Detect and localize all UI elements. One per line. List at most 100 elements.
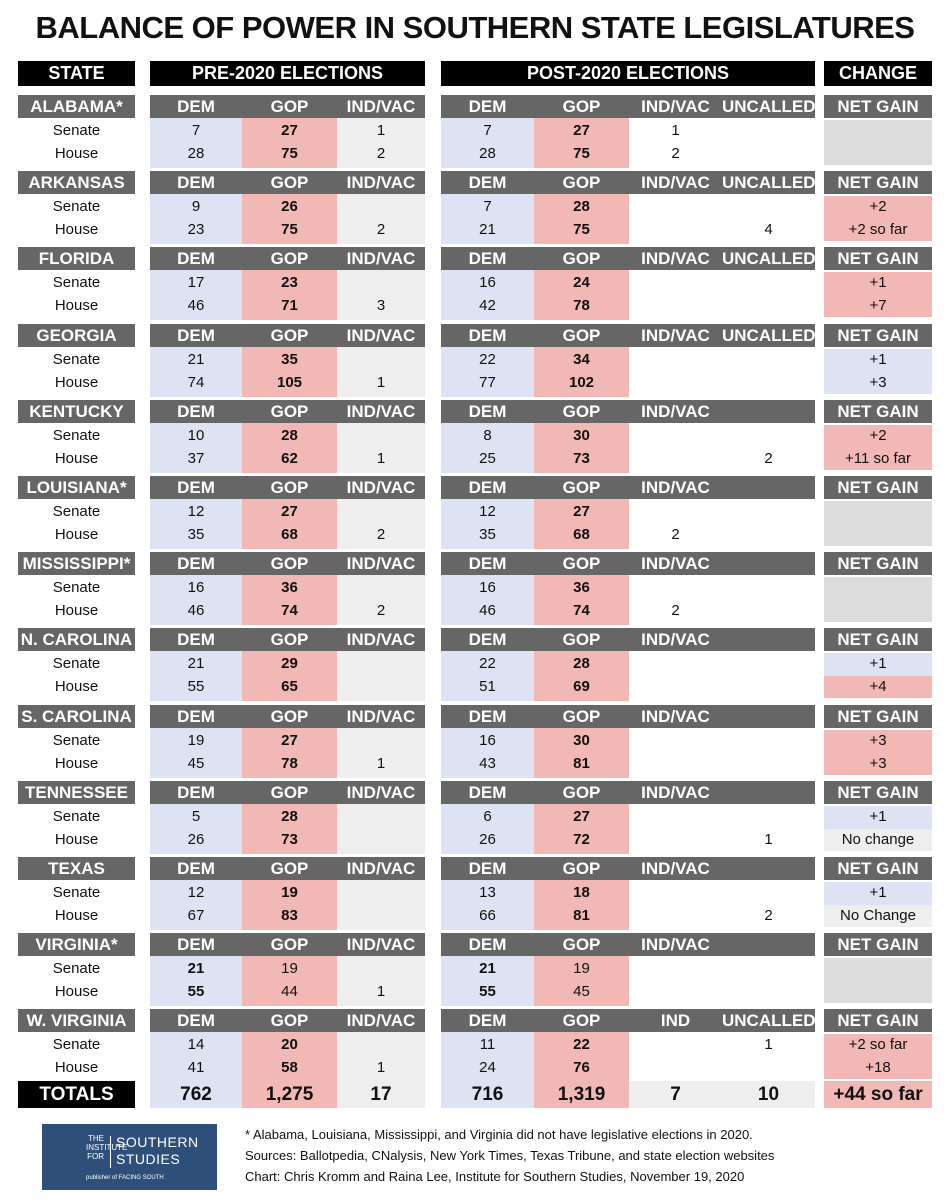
pre-header-bar (150, 171, 425, 194)
post-uncalled-header: UNCALLED (722, 97, 816, 116)
house-post-ind (629, 829, 722, 851)
senate-pre-indvac (337, 1034, 425, 1056)
senate-post-uncalled (722, 425, 815, 447)
senate-pre-indvac (337, 349, 425, 371)
pre-dem-header: DEM (177, 783, 215, 802)
house-label: House (54, 374, 99, 391)
house-post-dem: 24 (479, 1059, 496, 1076)
senate-post-gop: 28 (573, 198, 590, 215)
pre-gop-bg (242, 1032, 337, 1082)
pre-dem-bg (150, 804, 242, 854)
house-post-gop: 75 (573, 221, 590, 238)
change-header-bar (824, 933, 932, 956)
senate-net-gain (824, 958, 932, 981)
senate-pre-dem: 17 (187, 274, 205, 291)
house-pre-dem: 23 (187, 221, 205, 238)
post-dem-header: DEM (468, 97, 507, 116)
post-gop-bg (534, 499, 629, 549)
state-block: N. CAROLINA DEM GOP IND/VAC DEM GOP IND/VAC NET… (0, 628, 950, 702)
senate-net-gain: +1 (824, 272, 932, 295)
pre-dem-bg (150, 499, 242, 549)
post-gop-bg (534, 270, 629, 320)
senate-post-uncalled (722, 272, 815, 294)
change-header-bar (824, 171, 932, 194)
house-net-gain: No Change (824, 905, 932, 927)
pre-indvac-header: IND/VAC (346, 478, 416, 497)
pre-gop-header: GOP (270, 173, 309, 192)
pre-gop-bg (242, 880, 337, 930)
post-gop-header: GOP (562, 630, 601, 649)
pre-gop-bg (242, 651, 337, 701)
totals-post-ind: 7 (629, 1081, 722, 1108)
senate-post-gop: 22 (573, 1036, 590, 1053)
pre-dem-header: DEM (177, 1011, 215, 1030)
chart-title: BALANCE OF POWER IN SOUTHERN STATE LEGIS… (35, 10, 915, 45)
net-gain-header: NET GAIN (837, 249, 919, 268)
senate-post-uncalled (722, 120, 815, 142)
house-post-uncalled (722, 981, 815, 1003)
pre-gop-header: GOP (270, 478, 309, 497)
pre-header-bar (150, 552, 425, 575)
pre-header-bar (150, 857, 425, 880)
pre-header-bar (150, 933, 425, 956)
change-header-bar (824, 476, 932, 499)
pre-header-bar (150, 247, 425, 270)
senate-post-dem: 16 (479, 579, 496, 596)
pre-indvac-bg (337, 423, 425, 473)
totals-net-gain: +44 so far (824, 1081, 932, 1108)
house-net-gain: No change (824, 829, 932, 851)
house-post-uncalled (722, 1057, 815, 1079)
senate-pre-gop: 28 (281, 427, 298, 444)
pre-gop-header: GOP (270, 783, 309, 802)
senate-post-dem: 16 (479, 732, 496, 749)
post-dem-bg (441, 880, 534, 930)
pre-dem-bg (150, 651, 242, 701)
post-dem-bg (441, 1032, 534, 1082)
house-post-gop: 45 (573, 983, 590, 1000)
footnote-sources: Sources: Ballotpedia, CNalysis, New York… (245, 1148, 775, 1163)
senate-pre-gop: 27 (281, 122, 298, 139)
state-block: TENNESSEE DEM GOP IND/VAC DEM GOP IND/VAC NET G… (0, 781, 950, 855)
senate-pre-gop: 27 (281, 732, 298, 749)
senate-post-uncalled (722, 806, 815, 828)
pre-indvac-bg (337, 347, 425, 397)
pre-header-bar (150, 628, 425, 651)
house-post-ind (629, 295, 722, 317)
house-label: House (54, 831, 99, 848)
pre-indvac-header: IND/VAC (346, 630, 416, 649)
house-post-dem: 25 (479, 450, 496, 467)
post-dem-header: DEM (468, 935, 507, 954)
senate-post-ind (629, 653, 722, 675)
post-gop-bg (534, 956, 629, 1006)
pre-indvac-bg (337, 651, 425, 701)
senate-net-gain (824, 501, 932, 524)
totals-post-dem: 716 (441, 1081, 534, 1108)
post-uncalled-header: UNCALLED (722, 249, 816, 268)
header-pre-2020: PRE-2020 ELECTIONS (150, 61, 425, 86)
logo-publisher-text: publisher of FACING SOUTH (86, 1175, 164, 1181)
senate-post-uncalled (722, 349, 815, 371)
post-ind-header: IND/VAC (641, 478, 710, 497)
house-post-ind: 2 (671, 526, 680, 543)
senate-post-dem: 11 (479, 1036, 496, 1053)
house-pre-dem: 26 (187, 831, 205, 848)
house-post-uncalled: 1 (764, 831, 773, 848)
senate-post-gop: 30 (573, 427, 590, 444)
senate-post-dem: 22 (479, 351, 496, 368)
senate-net-gain (824, 120, 932, 143)
pre-gop-header: GOP (270, 97, 309, 116)
house-post-ind: 2 (671, 145, 680, 162)
house-pre-dem: 55 (187, 983, 205, 1000)
senate-post-ind (629, 882, 722, 904)
net-gain-header: NET GAIN (837, 554, 919, 573)
pre-dem-bg (150, 1032, 242, 1082)
house-pre-gop: 74 (281, 602, 298, 619)
house-pre-dem: 46 (187, 297, 205, 314)
pre-indvac-bg (337, 194, 425, 244)
change-header-bar (824, 95, 932, 118)
net-gain-header: NET GAIN (837, 859, 919, 878)
pre-dem-header: DEM (177, 402, 215, 421)
post-gop-header: GOP (562, 783, 601, 802)
house-post-dem: 51 (479, 678, 496, 695)
post-header-bar (441, 247, 815, 270)
